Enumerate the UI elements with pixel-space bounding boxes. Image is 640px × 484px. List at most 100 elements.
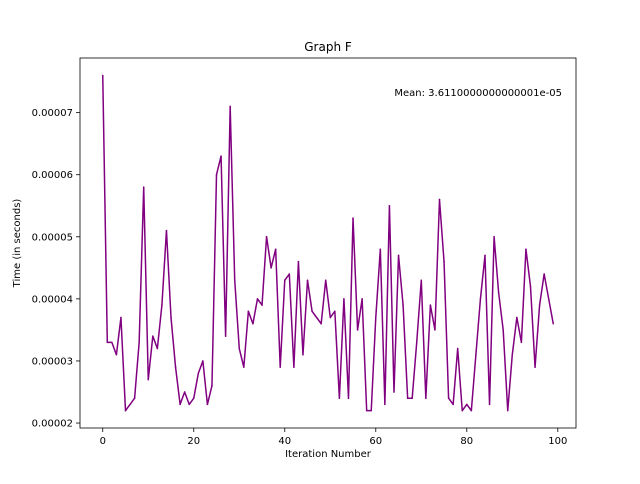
data-point <box>406 397 409 399</box>
data-point <box>161 304 163 306</box>
y-tick-label: 0.00002 <box>32 419 73 430</box>
data-points <box>102 74 554 412</box>
data-point <box>224 335 227 337</box>
data-point <box>243 366 245 368</box>
data-point <box>102 74 104 77</box>
data-point <box>456 347 459 350</box>
data-point <box>438 198 441 201</box>
data-point <box>461 409 463 412</box>
data-point <box>538 304 541 306</box>
data-point <box>111 341 113 344</box>
plot-area <box>79 57 577 429</box>
data-point <box>402 304 404 306</box>
data-point <box>179 403 181 406</box>
data-point <box>297 260 300 263</box>
data-point <box>320 322 322 325</box>
data-point <box>183 391 186 393</box>
data-point <box>334 310 336 313</box>
x-axis-label: Iteration Number <box>285 449 372 460</box>
data-point <box>452 403 454 406</box>
x-tick-label: 0 <box>100 436 106 447</box>
data-point <box>420 279 423 281</box>
data-point <box>156 347 159 350</box>
data-point <box>315 316 318 319</box>
data-point <box>475 353 477 356</box>
data-point <box>147 378 150 381</box>
data-point <box>425 397 427 399</box>
data-point <box>252 322 254 325</box>
data-point <box>152 335 154 337</box>
data-point <box>174 366 177 368</box>
data-point <box>543 273 545 275</box>
data-point <box>138 341 140 344</box>
data-point <box>124 409 127 412</box>
data-point <box>511 353 514 356</box>
data-point <box>329 316 332 319</box>
data-point <box>434 329 436 331</box>
data-point <box>393 391 395 393</box>
data-point <box>215 173 218 176</box>
data-point <box>197 372 200 375</box>
mean-annotation: Mean: 3.6110000000000001e-05 <box>394 88 562 99</box>
x-tick-label: 20 <box>187 436 200 447</box>
y-tick-label: 0.00006 <box>32 170 73 181</box>
data-point <box>516 316 518 319</box>
data-point <box>365 409 368 412</box>
data-point <box>170 316 172 319</box>
data-point <box>129 403 131 406</box>
x-tick-label: 40 <box>278 436 291 447</box>
data-point <box>165 229 168 232</box>
x-tick-label: 80 <box>460 436 473 447</box>
data-point <box>502 329 504 331</box>
data-point <box>142 186 145 188</box>
data-point <box>133 397 136 399</box>
data-point <box>284 279 286 281</box>
data-point <box>384 403 386 406</box>
data-point <box>115 353 118 356</box>
data-point <box>443 260 445 263</box>
data-point <box>324 279 327 281</box>
data-point <box>288 273 291 275</box>
x-tick-label: 60 <box>369 436 382 447</box>
data-point <box>193 397 195 399</box>
data-point <box>397 254 400 257</box>
data-point <box>379 248 382 250</box>
data-point <box>525 248 527 250</box>
y-axis: 0.00002 0.00003 0.00004 0.00005 0.00006 0.000… <box>32 108 80 430</box>
data-point <box>206 403 209 406</box>
data-point <box>375 316 377 319</box>
data-point <box>211 385 213 387</box>
data-point <box>415 341 418 344</box>
y-tick-label: 0.00003 <box>32 356 73 367</box>
x-tick-label: 100 <box>548 436 567 447</box>
y-tick-label: 0.00004 <box>32 294 73 305</box>
data-point <box>520 341 523 344</box>
data-point <box>106 341 109 344</box>
data-point <box>343 298 345 300</box>
data-point <box>188 403 190 406</box>
y-axis-label: Time (in seconds) <box>12 199 23 289</box>
data-series-line <box>102 75 554 412</box>
data-point <box>488 403 491 406</box>
data-point <box>534 366 536 368</box>
data-point <box>370 409 372 412</box>
data-point <box>306 279 309 281</box>
data-point <box>311 310 313 313</box>
y-tick-label: 0.00007 <box>32 108 73 119</box>
data-point <box>479 298 482 300</box>
data-point <box>497 291 500 294</box>
data-point <box>484 254 486 257</box>
data-point <box>270 267 272 269</box>
data-point <box>338 397 341 399</box>
data-point <box>238 347 241 350</box>
data-point <box>470 409 473 412</box>
data-point <box>265 236 268 238</box>
data-point <box>220 155 222 157</box>
data-point <box>347 397 350 399</box>
data-point <box>547 298 550 300</box>
data-point <box>256 298 259 300</box>
data-point <box>229 105 231 108</box>
data-point <box>466 403 468 406</box>
